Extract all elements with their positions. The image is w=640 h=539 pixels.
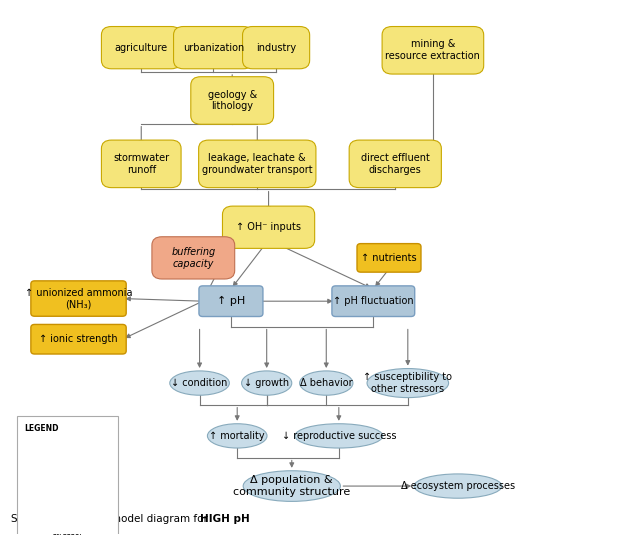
Text: agriculture: agriculture (115, 43, 168, 53)
FancyBboxPatch shape (101, 140, 181, 188)
Ellipse shape (243, 471, 340, 501)
FancyBboxPatch shape (243, 26, 310, 69)
Text: Simple conceptual model diagram for: Simple conceptual model diagram for (12, 514, 212, 524)
Text: Δ ecosystem processes: Δ ecosystem processes (401, 481, 515, 491)
FancyBboxPatch shape (357, 244, 421, 272)
Text: HIGH pH: HIGH pH (200, 514, 250, 524)
Text: direct effluent
discharges: direct effluent discharges (361, 153, 429, 175)
Text: Δ population &
community structure: Δ population & community structure (233, 475, 351, 497)
Text: leakage, leachate &
groundwater transport: leakage, leachate & groundwater transpor… (202, 153, 312, 175)
Ellipse shape (367, 369, 449, 398)
Text: urbanization: urbanization (183, 43, 244, 53)
Ellipse shape (207, 424, 267, 448)
Text: buffering
capacity: buffering capacity (171, 247, 216, 268)
Text: industry: industry (256, 43, 296, 53)
Ellipse shape (242, 371, 292, 395)
Text: geology &
lithology: geology & lithology (207, 89, 257, 111)
Text: ↑ pH fluctuation: ↑ pH fluctuation (333, 296, 413, 306)
Text: ↓ condition: ↓ condition (172, 378, 228, 388)
Text: stormwater
runoff: stormwater runoff (113, 153, 170, 175)
Ellipse shape (414, 474, 502, 498)
FancyBboxPatch shape (22, 480, 114, 521)
FancyBboxPatch shape (198, 140, 316, 188)
Text: ↓ growth: ↓ growth (244, 378, 289, 388)
Ellipse shape (295, 424, 383, 448)
Text: LEGEND: LEGEND (24, 424, 58, 433)
FancyBboxPatch shape (152, 237, 235, 279)
Ellipse shape (170, 371, 229, 395)
Text: additional step in
causal pathway: additional step in causal pathway (34, 491, 101, 510)
Text: human activity: human activity (38, 442, 97, 451)
Text: ↑ pH: ↑ pH (217, 296, 245, 306)
FancyBboxPatch shape (173, 26, 253, 69)
FancyBboxPatch shape (199, 286, 263, 316)
FancyBboxPatch shape (223, 206, 315, 248)
Text: ↑ unionized ammonia
(NH₃): ↑ unionized ammonia (NH₃) (25, 288, 132, 309)
Text: ↑ susceptibility to
other stressors: ↑ susceptibility to other stressors (364, 372, 452, 394)
FancyBboxPatch shape (22, 428, 114, 465)
FancyBboxPatch shape (332, 286, 415, 316)
FancyBboxPatch shape (382, 26, 484, 74)
FancyBboxPatch shape (191, 77, 273, 125)
FancyBboxPatch shape (101, 26, 181, 69)
Text: ↑ OH⁻ inputs: ↑ OH⁻ inputs (236, 222, 301, 232)
Ellipse shape (300, 371, 353, 395)
FancyBboxPatch shape (349, 140, 442, 188)
Text: ↑ ionic strength: ↑ ionic strength (39, 334, 118, 344)
Text: Δ behavior: Δ behavior (300, 378, 353, 388)
Text: ↑ nutrients: ↑ nutrients (361, 253, 417, 263)
FancyBboxPatch shape (17, 416, 118, 539)
Text: ↑ mortality: ↑ mortality (209, 431, 265, 441)
Text: ↓ reproductive success: ↓ reproductive success (282, 431, 396, 441)
FancyBboxPatch shape (31, 455, 104, 490)
Text: proximate
stressor: proximate stressor (48, 517, 87, 537)
Text: source: source (55, 468, 80, 478)
Text: mining &
resource extraction: mining & resource extraction (385, 39, 481, 61)
FancyBboxPatch shape (31, 324, 126, 354)
FancyBboxPatch shape (31, 513, 104, 539)
FancyBboxPatch shape (31, 281, 126, 316)
